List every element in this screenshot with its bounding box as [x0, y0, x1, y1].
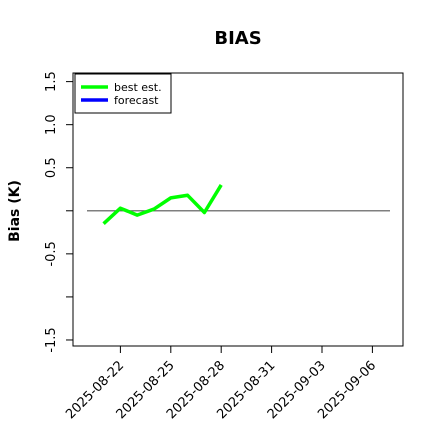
- y-tick-label: 0.5: [44, 157, 59, 178]
- plot-frame: [72, 72, 404, 347]
- y-tick-label: 1.0: [44, 114, 59, 135]
- data-line: [102, 184, 223, 225]
- chart-title: BIAS: [214, 28, 261, 49]
- y-axis-label: Bias (K): [7, 180, 23, 242]
- legend-box: [74, 73, 172, 114]
- y-tick-label: 1.5: [44, 71, 59, 92]
- y-tick-label: -1.5: [44, 327, 59, 352]
- y-tick-label: -0.5: [44, 241, 59, 266]
- legend-label: forecast: [114, 94, 159, 107]
- legend-label: best est.: [114, 81, 162, 94]
